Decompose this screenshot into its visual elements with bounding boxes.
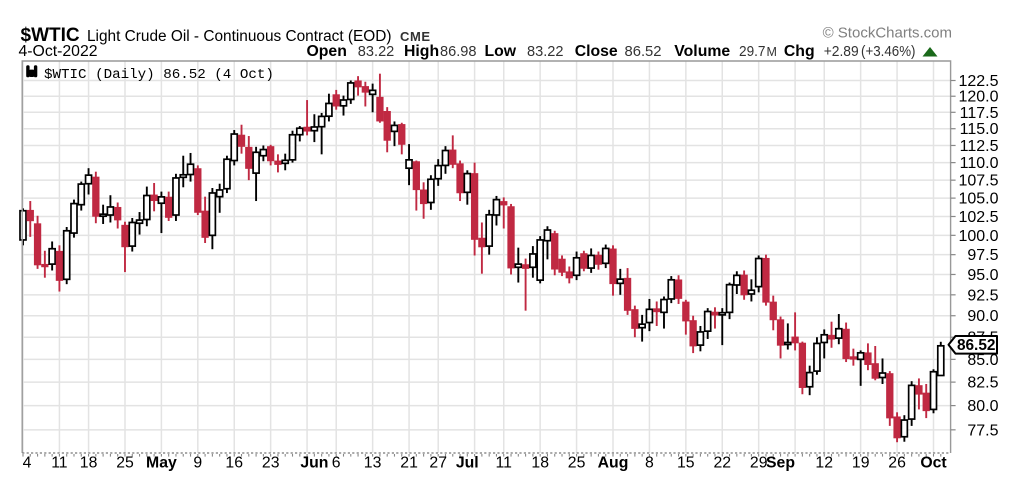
svg-text:23: 23 xyxy=(262,455,280,472)
svg-text:CME: CME xyxy=(400,29,431,44)
svg-text:26: 26 xyxy=(888,455,906,472)
svg-text:Jul: Jul xyxy=(456,455,479,472)
svg-text:97.5: 97.5 xyxy=(967,247,998,264)
svg-text:18: 18 xyxy=(531,455,549,472)
svg-text:May: May xyxy=(146,455,177,472)
svg-text:22: 22 xyxy=(714,455,732,472)
svg-text:86.98: 86.98 xyxy=(440,44,477,60)
svg-text:82.5: 82.5 xyxy=(967,375,998,392)
svg-text:21: 21 xyxy=(400,455,418,472)
svg-text:4-Oct-2022: 4-Oct-2022 xyxy=(19,43,98,60)
svg-text:95.0: 95.0 xyxy=(967,267,998,284)
svg-text:100.0: 100.0 xyxy=(958,228,998,245)
svg-text:$WTIC: $WTIC xyxy=(21,25,80,46)
svg-text:117.5: 117.5 xyxy=(960,105,999,122)
svg-text:Aug: Aug xyxy=(598,455,629,472)
svg-text:122.5: 122.5 xyxy=(958,73,998,90)
svg-text:112.5: 112.5 xyxy=(960,138,999,155)
svg-text:16: 16 xyxy=(225,455,243,472)
svg-text:25: 25 xyxy=(568,455,586,472)
svg-text:© StockCharts.com: © StockCharts.com xyxy=(823,25,952,42)
svg-text:86.52: 86.52 xyxy=(625,44,662,60)
svg-text:8: 8 xyxy=(645,455,654,472)
svg-text:77.5: 77.5 xyxy=(967,422,998,439)
svg-text:High: High xyxy=(404,43,439,60)
svg-text:19: 19 xyxy=(852,455,870,472)
svg-text:11: 11 xyxy=(495,455,512,472)
svg-text:25: 25 xyxy=(116,455,134,472)
svg-text:29.7: 29.7 xyxy=(739,44,766,60)
svg-text:6: 6 xyxy=(332,455,341,472)
svg-text:M: M xyxy=(767,45,777,59)
svg-text:Open: Open xyxy=(307,43,347,60)
svg-text:90.0: 90.0 xyxy=(967,308,998,325)
svg-text:$WTIC (Daily) 86.52 (4 Oct): $WTIC (Daily) 86.52 (4 Oct) xyxy=(44,67,274,83)
svg-text:18: 18 xyxy=(80,455,98,472)
svg-text:Jun: Jun xyxy=(300,455,328,472)
svg-text:83.22: 83.22 xyxy=(527,44,564,60)
svg-text:Volume: Volume xyxy=(674,43,730,60)
svg-text:12: 12 xyxy=(815,455,833,472)
svg-text:+2.89: +2.89 xyxy=(824,44,859,60)
svg-text:Chg: Chg xyxy=(784,43,815,60)
svg-text:Low: Low xyxy=(485,43,517,60)
svg-text:4: 4 xyxy=(23,455,32,472)
svg-text:92.5: 92.5 xyxy=(967,287,998,304)
svg-text:13: 13 xyxy=(364,455,382,472)
svg-text:29: 29 xyxy=(750,455,768,472)
svg-text:(+3.46%): (+3.46%) xyxy=(861,44,916,60)
svg-text:15: 15 xyxy=(677,455,695,472)
svg-text:120.0: 120.0 xyxy=(958,89,998,106)
svg-text:86.52: 86.52 xyxy=(957,337,996,354)
svg-text:Close: Close xyxy=(575,43,618,60)
svg-text:80.0: 80.0 xyxy=(967,398,998,415)
svg-text:107.5: 107.5 xyxy=(958,173,998,190)
svg-text:85.0: 85.0 xyxy=(967,352,998,369)
svg-text:83.22: 83.22 xyxy=(358,44,395,60)
svg-text:110.0: 110.0 xyxy=(960,155,999,172)
svg-text:9: 9 xyxy=(193,455,202,472)
svg-text:Light Crude Oil - Continuous C: Light Crude Oil - Continuous Contract (E… xyxy=(87,28,392,45)
svg-text:115.0: 115.0 xyxy=(960,121,999,138)
svg-text:11: 11 xyxy=(51,455,68,472)
svg-text:102.5: 102.5 xyxy=(958,209,998,226)
svg-text:105.0: 105.0 xyxy=(958,191,998,208)
svg-text:27: 27 xyxy=(429,455,447,472)
svg-text:Sep: Sep xyxy=(766,455,795,472)
svg-text:Oct: Oct xyxy=(920,455,947,472)
